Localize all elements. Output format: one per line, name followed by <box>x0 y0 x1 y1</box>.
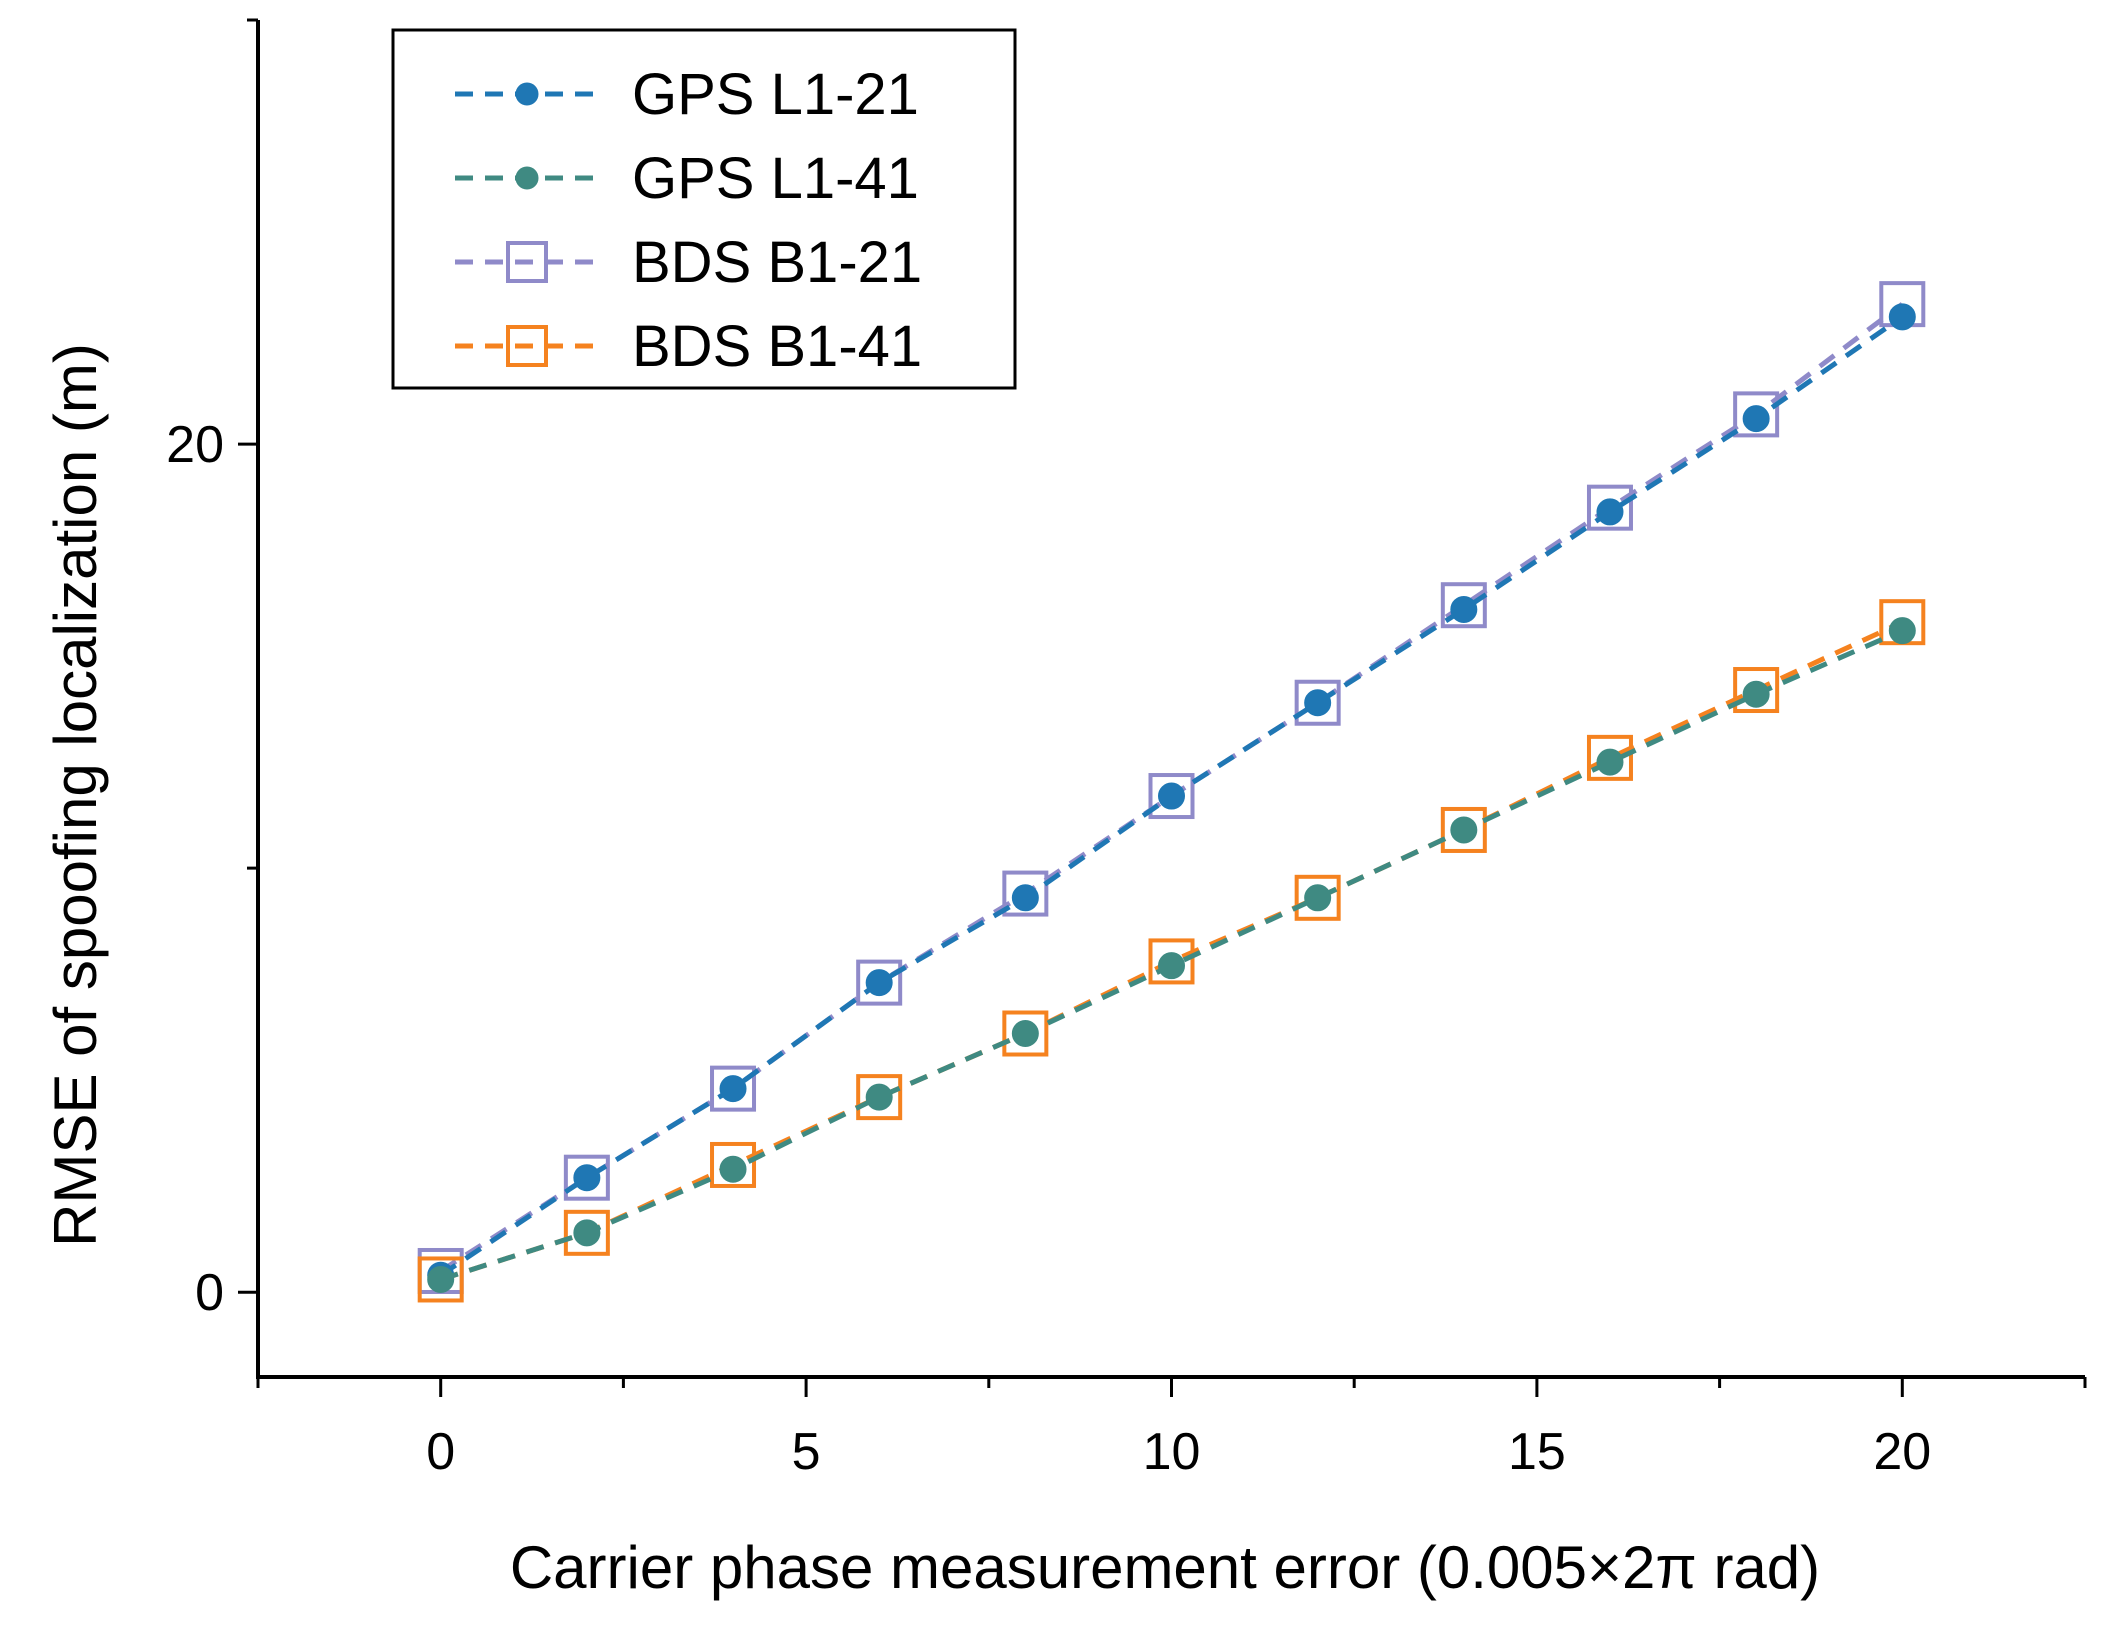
series-gps-l1-41 <box>427 617 1916 1293</box>
data-point <box>1011 884 1039 912</box>
data-point <box>1586 484 1633 531</box>
data-point <box>515 166 539 190</box>
data-point <box>1304 689 1332 717</box>
data-point <box>719 1075 747 1103</box>
x-tick-label: 0 <box>426 1423 455 1481</box>
y-tick-label: 0 <box>195 1264 224 1322</box>
x-tick-label: 10 <box>1143 1423 1201 1481</box>
data-point <box>1440 806 1487 853</box>
data-point <box>1294 874 1341 921</box>
data-point <box>856 1074 903 1121</box>
legend-item: BDS B1-41 <box>455 314 922 379</box>
data-point <box>506 325 548 367</box>
data-point <box>1011 1020 1039 1048</box>
data-point <box>1733 667 1780 714</box>
x-tick-label: 20 <box>1873 1423 1931 1481</box>
chart-legend: GPS L1-21 GPS L1-41 BDS B1-21 BDS B1-41 <box>391 28 1017 390</box>
data-point <box>1294 679 1341 726</box>
data-point <box>1304 884 1332 912</box>
data-point <box>515 82 539 106</box>
data-point <box>1596 748 1624 776</box>
data-point <box>1596 498 1624 526</box>
y-axis-label: RMSE of spoofing localization (m) <box>42 343 109 1247</box>
data-point <box>710 1141 757 1188</box>
y-tick-label: 20 <box>166 416 224 474</box>
data-point <box>563 1154 610 1201</box>
data-point <box>417 1256 464 1303</box>
legend-item: BDS B1-21 <box>455 230 922 295</box>
data-point <box>1733 391 1780 438</box>
x-axis-label: Carrier phase measurement error (0.005×2… <box>510 1534 1820 1601</box>
data-point <box>1002 1010 1049 1057</box>
data-point <box>563 1209 610 1256</box>
data-point <box>573 1219 601 1247</box>
legend-label: GPS L1-21 <box>632 62 919 127</box>
chart-labels: Carrier phase measurement error (0.005×2… <box>42 343 1820 1601</box>
data-point <box>1148 938 1195 985</box>
data-point <box>1888 303 1916 331</box>
legend-label: BDS B1-41 <box>632 314 922 379</box>
data-point <box>719 1155 747 1183</box>
chart-axes: 0 5 10 15 20 0 20 <box>166 18 2087 1481</box>
data-point <box>573 1164 601 1192</box>
data-point <box>710 1065 757 1112</box>
legend-item: GPS L1-21 <box>455 62 919 127</box>
series-line <box>439 619 1904 1282</box>
legend-box <box>391 28 1017 390</box>
series-bds-b1-41 <box>417 599 1926 1303</box>
data-point <box>865 969 893 997</box>
data-point <box>1002 870 1049 917</box>
data-point <box>506 241 548 283</box>
data-point <box>1440 582 1487 629</box>
data-point <box>865 1083 893 1111</box>
data-point <box>856 959 903 1006</box>
data-point <box>1742 680 1770 708</box>
legend-label: GPS L1-41 <box>632 146 919 211</box>
data-point <box>1158 782 1185 810</box>
chart-series <box>417 281 1926 1303</box>
data-point <box>1888 617 1916 645</box>
x-tick-label: 15 <box>1508 1423 1566 1481</box>
legend-label: BDS B1-21 <box>632 230 922 295</box>
data-point <box>1450 816 1478 844</box>
data-point <box>427 1265 455 1293</box>
data-point <box>1450 595 1478 623</box>
data-point <box>1742 405 1770 433</box>
legend-item: GPS L1-41 <box>455 146 919 211</box>
data-point <box>1586 734 1633 781</box>
series-gps-l1-21 <box>427 303 1916 1289</box>
x-tick-label: 5 <box>792 1423 821 1481</box>
data-point <box>1148 773 1195 820</box>
data-point <box>1158 952 1185 980</box>
